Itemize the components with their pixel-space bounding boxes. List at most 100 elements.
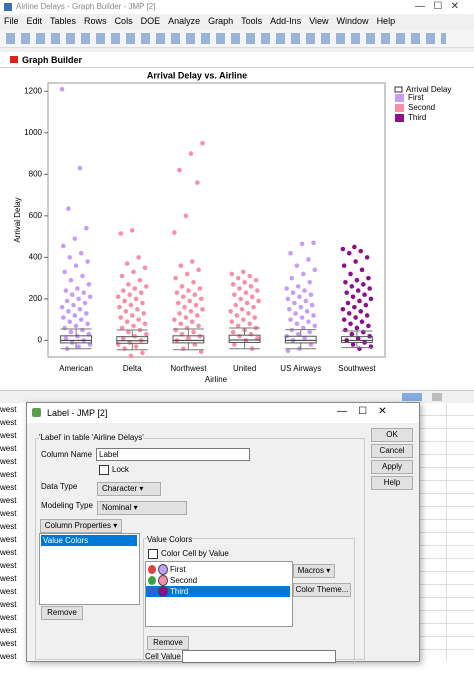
data-point [286,306,292,312]
menu-item[interactable]: View [309,16,329,26]
data-point [247,321,252,327]
data-point [131,269,136,275]
toolbar-icons[interactable] [6,33,446,44]
value-color-row[interactable]: Third [146,586,290,597]
table-cell: west [0,561,17,570]
data-point [255,336,260,341]
remove-color-button[interactable]: Remove [147,636,189,650]
data-point [78,250,84,256]
lock-checkbox[interactable] [99,465,109,475]
dialog-controls[interactable]: — ☐ ✕ [337,406,387,417]
window-controls[interactable]: — ☐ ✕ [415,1,460,12]
data-point [122,346,127,351]
cell-value-input[interactable] [182,650,336,663]
color-theme-button[interactable]: Color Theme... [293,583,351,597]
dialog-button[interactable]: Apply [371,460,413,474]
data-point [63,288,69,293]
chart-title: Arrival Delay vs. Airline [147,70,247,80]
color-cell-checkbox[interactable] [148,549,158,559]
menu-item[interactable]: Tools [241,16,263,26]
data-point [293,311,298,316]
data-point [68,277,74,283]
data-point [118,315,124,320]
table-cell: west [0,535,17,544]
data-point [118,231,124,236]
data-point [188,151,194,156]
data-point [85,259,90,264]
remove-property-button[interactable]: Remove [41,606,83,620]
data-point [349,284,355,289]
box [116,336,149,344]
disclosure-icon[interactable] [10,56,18,63]
data-point [77,306,83,312]
window-title: Airline Delays - Graph Builder - JMP [2] [16,2,156,11]
data-point [295,331,301,337]
menu-item[interactable]: Rows [84,16,107,26]
menu-item[interactable]: Add-Ins [270,16,302,26]
data-point [67,319,73,325]
menu-item[interactable]: Help [376,16,396,26]
data-point [177,311,182,316]
dialog-button[interactable]: Help [371,476,413,490]
data-point [83,226,89,231]
menu-item[interactable]: Edit [26,16,43,26]
menu-item[interactable]: Analyze [168,16,201,26]
data-point [142,265,148,271]
data-point [59,304,65,310]
table-cell: west [0,574,17,583]
graph-builder-header: Graph Builder [22,55,83,65]
menu-item[interactable]: Graph [208,16,234,26]
menu-item[interactable]: Window [336,16,369,26]
data-point [192,292,198,298]
data-point [246,311,251,316]
data-point [232,292,237,298]
macros-button[interactable]: Macros ▾ [293,564,335,578]
plot-frame [47,82,386,358]
menu-item[interactable]: Cols [114,16,133,26]
properties-list: Value Colors [39,533,140,605]
data-point [359,267,365,273]
menu-item[interactable]: Tables [50,16,77,26]
dialog-button[interactable]: OK [371,428,413,442]
title-bar: Airline Delays - Graph Builder - JMP [2]… [0,0,474,14]
column-properties-button[interactable]: Column Properties ▾ [40,519,122,533]
menu-item[interactable]: File [4,16,19,26]
status-icons[interactable] [402,393,442,401]
y-tick-label: 200 [29,294,43,303]
data-point [142,321,148,327]
data-point [141,311,147,316]
y-tick-label: 400 [29,252,43,261]
data-point [340,306,346,312]
value-color-row[interactable]: First [146,564,290,575]
box [60,335,93,344]
dialog-button[interactable]: Cancel [371,444,413,458]
value-color-name: Second [170,576,198,585]
modeling-type-dropdown[interactable]: Nominal ▾ [97,501,187,515]
value-color-row[interactable]: Second [146,575,290,586]
table-cell: west [0,587,17,596]
data-point [178,263,184,268]
data-point [188,309,194,314]
data-point [237,333,242,339]
data-point [348,271,353,277]
data-point [350,294,356,300]
table-cell: west [0,405,17,414]
data-point [191,329,196,335]
column-name-input[interactable]: Label [96,448,250,461]
property-item[interactable]: Value Colors [41,535,137,546]
data-point [294,321,300,327]
data-point [59,86,65,92]
data-point [63,336,69,341]
data-point [242,279,247,285]
data-point [285,348,291,354]
data-point [186,336,191,341]
dialog-icon [32,408,41,417]
data-point [75,286,80,291]
data-point [126,282,131,287]
data-point [298,304,304,310]
menu-item[interactable]: DOE [140,16,161,26]
data-point [299,241,305,247]
data-type-dropdown[interactable]: Character ▾ [97,482,161,496]
data-point [364,313,370,318]
